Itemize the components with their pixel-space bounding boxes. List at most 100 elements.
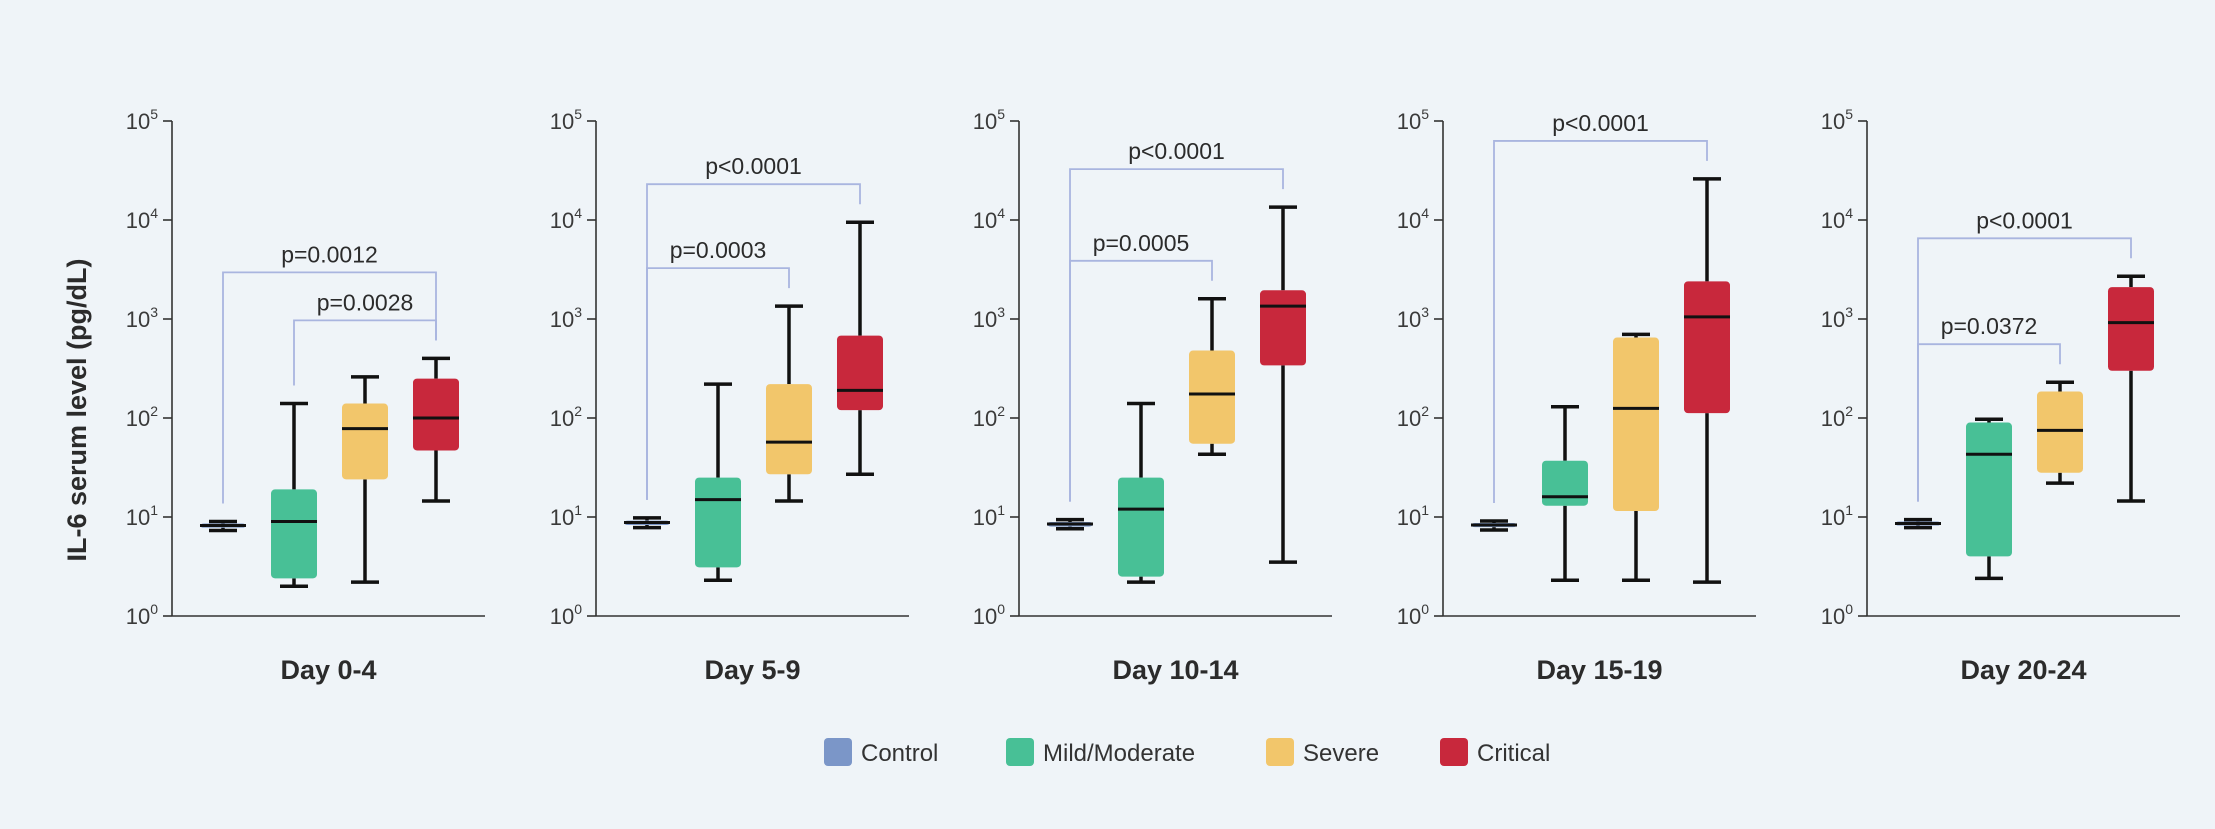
y-tick-label: 105 [550, 106, 582, 134]
y-tick-label: 105 [126, 106, 158, 134]
legend-label: Critical [1477, 740, 1550, 767]
box-mild-moderate [1966, 417, 2012, 581]
y-tick-label: 104 [126, 205, 158, 233]
legend-swatch [824, 738, 852, 766]
y-tick-label: 104 [1821, 205, 1853, 233]
y-tick-label: 101 [1397, 502, 1429, 530]
y-tick-label: 100 [973, 601, 1005, 629]
panel-title: Day 0-4 [280, 655, 376, 685]
p-value-label: p=0.0028 [317, 289, 414, 315]
iqr-box [695, 477, 741, 568]
box-control [200, 519, 246, 533]
panel-4: 100 101 102 103 104 105 Day 15-19 p<0.0001 [1397, 106, 1756, 685]
panel-title: Day 5-9 [704, 655, 800, 685]
p-value-label: p<0.0001 [705, 153, 802, 179]
y-axis-title: IL-6 serum level (pg/dL) [62, 258, 92, 561]
y-tick-label: 103 [1397, 304, 1429, 332]
box-critical [413, 356, 459, 503]
p-value-label: p=0.0012 [281, 241, 378, 267]
y-tick-label: 103 [973, 304, 1005, 332]
y-tick-label: 104 [550, 205, 582, 233]
iqr-box [342, 403, 388, 480]
panel-title: Day 15-19 [1536, 655, 1662, 685]
box-control [624, 516, 670, 530]
iqr-box [2037, 391, 2083, 473]
significance-bracket: p<0.0001 [646, 153, 861, 500]
box-mild-moderate [271, 401, 317, 588]
y-tick-label: 100 [1821, 601, 1853, 629]
y-tick-label: 105 [1397, 106, 1429, 134]
box-control [1895, 517, 1941, 530]
panel-2: 100 101 102 103 104 105 Day 5-9 p=0.0003 p<0.000… [550, 106, 909, 685]
iqr-box [413, 378, 459, 451]
legend-label: Control [861, 740, 938, 767]
legend-item: Control [824, 738, 938, 767]
box-critical [1260, 205, 1306, 564]
iqr-box [766, 384, 812, 475]
bracket-line [1069, 168, 1284, 502]
box-severe [342, 375, 388, 584]
y-tick-label: 105 [1821, 106, 1853, 134]
legend-swatch [1440, 738, 1468, 766]
p-value-label: p=0.0003 [670, 237, 767, 263]
box-severe [766, 304, 812, 503]
iqr-box [1966, 422, 2012, 557]
legend-item: Critical [1440, 738, 1550, 767]
y-tick-label: 102 [126, 403, 158, 431]
iqr-box [1118, 477, 1164, 577]
y-tick-label: 102 [1821, 403, 1853, 431]
panel-1: 100 101 102 103 104 105 Day 0-4 p=0.0012 p=0.002… [126, 106, 485, 685]
box-critical [1684, 177, 1730, 584]
legend-label: Severe [1303, 740, 1379, 767]
significance-bracket: p<0.0001 [1917, 207, 2132, 502]
box-mild-moderate [1118, 401, 1164, 584]
p-value-label: p=0.0372 [1941, 313, 2038, 339]
box-critical [837, 220, 883, 477]
box-severe [2037, 380, 2083, 485]
y-tick-label: 104 [1397, 205, 1429, 233]
box-mild-moderate [1542, 404, 1588, 582]
legend-item: Mild/Moderate [1006, 738, 1195, 767]
y-tick-label: 100 [126, 601, 158, 629]
y-tick-label: 101 [126, 502, 158, 530]
legend-label: Mild/Moderate [1043, 740, 1195, 767]
y-tick-label: 100 [550, 601, 582, 629]
box-mild-moderate [695, 382, 741, 582]
bracket-line [293, 319, 437, 386]
p-value-label: p<0.0001 [1976, 207, 2073, 233]
y-tick-label: 103 [126, 304, 158, 332]
legend-swatch [1006, 738, 1034, 766]
significance-bracket: p=0.0012 [222, 241, 437, 504]
iqr-box [1260, 290, 1306, 366]
iqr-box [271, 489, 317, 579]
y-tick-label: 103 [550, 304, 582, 332]
p-value-label: p<0.0001 [1552, 110, 1649, 136]
y-tick-label: 102 [550, 403, 582, 431]
significance-bracket: p<0.0001 [1493, 110, 1708, 504]
iqr-box [1613, 337, 1659, 511]
panel-title: Day 10-14 [1112, 655, 1238, 685]
significance-bracket: p=0.0028 [293, 289, 437, 386]
bracket-line [646, 183, 861, 500]
bracket-line [222, 271, 437, 504]
box-control [1471, 519, 1517, 532]
iqr-box [837, 335, 883, 411]
significance-bracket: p<0.0001 [1069, 138, 1284, 502]
bracket-line [1917, 237, 2132, 502]
bracket-line [1493, 140, 1708, 504]
y-tick-label: 104 [973, 205, 1005, 233]
panel-5: 100 101 102 103 104 105 Day 20-24 p=0.0372 p<0.0… [1821, 106, 2180, 685]
y-tick-label: 102 [973, 403, 1005, 431]
y-tick-label: 105 [973, 106, 1005, 134]
p-value-label: p=0.0005 [1093, 230, 1190, 256]
box-control [1047, 517, 1093, 531]
y-tick-label: 101 [973, 502, 1005, 530]
y-tick-label: 103 [1821, 304, 1853, 332]
box-severe [1613, 332, 1659, 582]
significance-bracket: p=0.0003 [646, 237, 790, 500]
iqr-box [1684, 281, 1730, 414]
panel-3: 100 101 102 103 104 105 Day 10-14 p=0.0005 p<0.0… [973, 106, 1332, 685]
y-tick-label: 100 [1397, 601, 1429, 629]
